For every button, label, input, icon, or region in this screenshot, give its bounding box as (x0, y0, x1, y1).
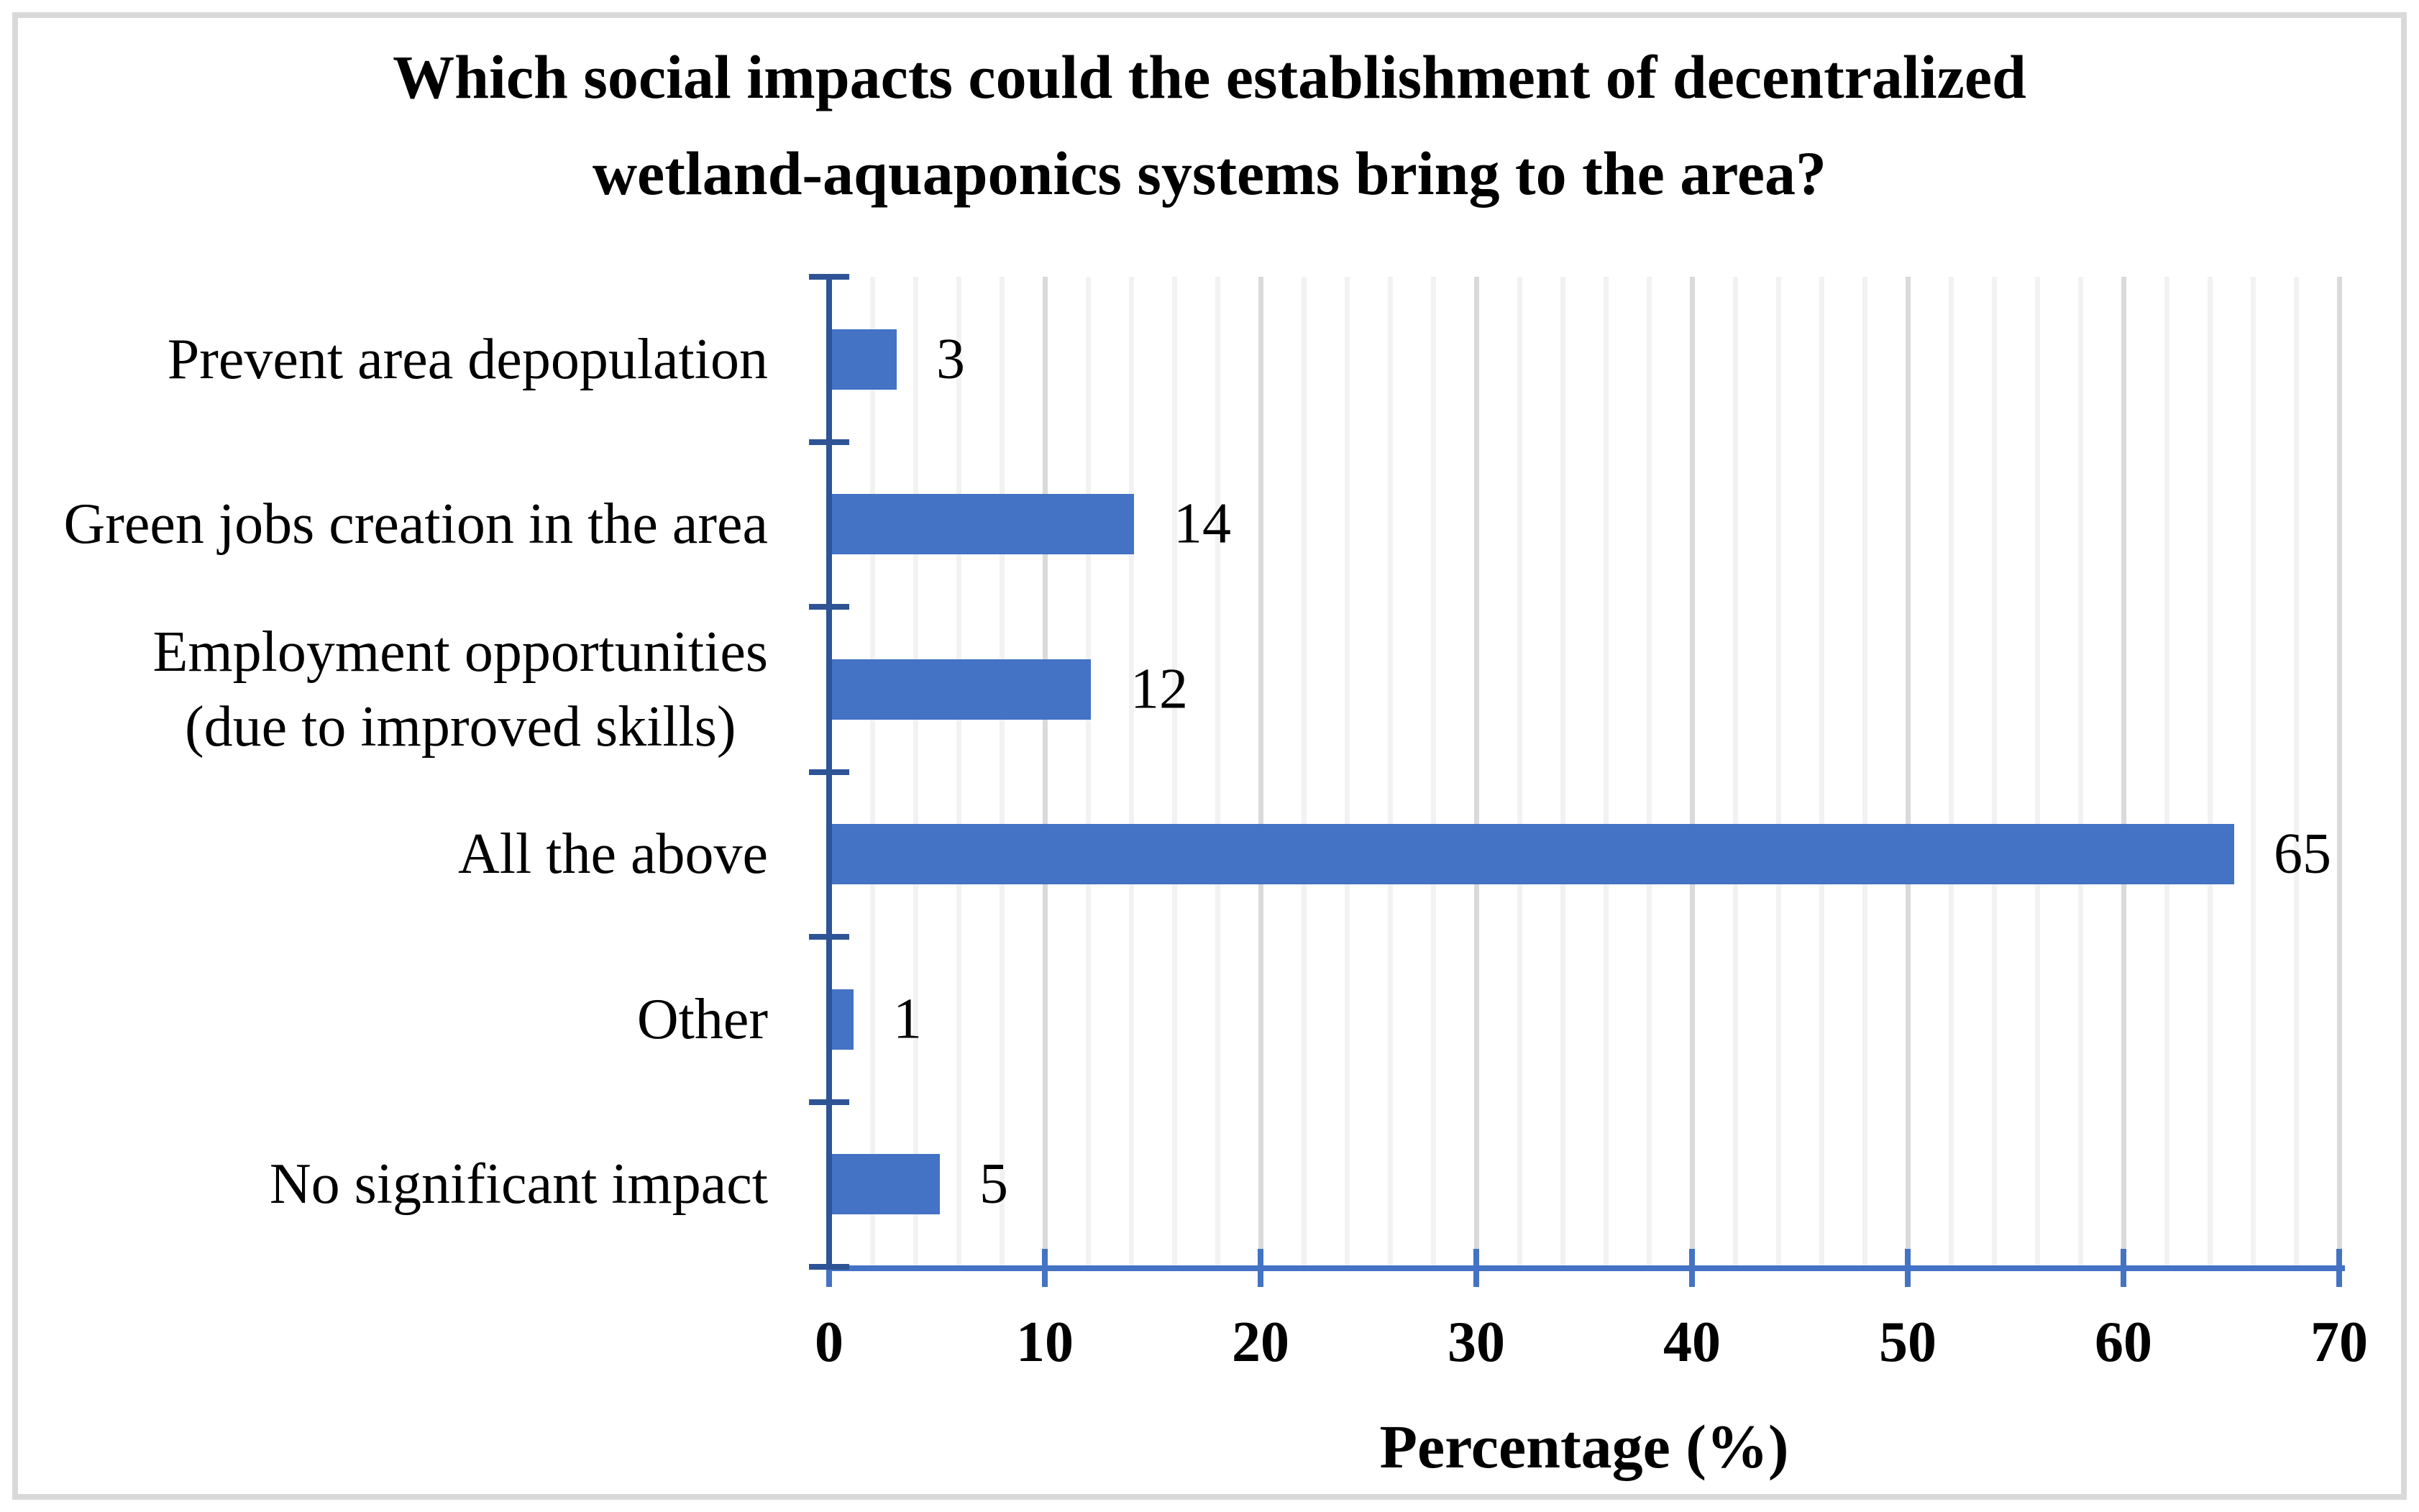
x-tick-label: 70 (2310, 1311, 2368, 1374)
category-label: Green jobs creation in the area (63, 487, 768, 562)
bar-prevent-area-depopulation (832, 329, 897, 390)
y-axis-tick (809, 1099, 849, 1105)
data-label: 65 (2274, 822, 2331, 886)
category-label: Other (637, 982, 768, 1057)
minor-gridline (1949, 277, 1954, 1267)
minor-gridline (1604, 277, 1609, 1267)
minor-gridline (2294, 277, 2299, 1267)
x-axis-title: Percentage (%) (1379, 1412, 1789, 1481)
minor-gridline (1129, 277, 1134, 1267)
x-axis-line (826, 1265, 2345, 1271)
data-label: 5 (979, 1152, 1008, 1216)
y-axis-tick (809, 934, 849, 940)
y-axis-tick (809, 1264, 849, 1270)
minor-gridline (1000, 277, 1005, 1267)
bar-employment-opportunities-due-to-improved-skills- (832, 659, 1091, 720)
minor-gridline (2164, 277, 2169, 1267)
data-label: 1 (893, 987, 922, 1051)
major-gridline (1043, 277, 1048, 1267)
category-label-line: Other (636, 987, 768, 1051)
minor-gridline (2035, 277, 2040, 1267)
data-label: 3 (936, 327, 965, 391)
x-axis-tick (826, 1268, 832, 1287)
category-label-line: Green jobs creation in the area (63, 492, 768, 556)
y-axis-tick (809, 769, 849, 775)
minor-gridline (1086, 277, 1091, 1267)
minor-gridline (1345, 277, 1350, 1267)
category-label-line: Employment opportunities (152, 620, 768, 684)
y-axis-tick (809, 274, 849, 280)
major-gridline (2121, 277, 2126, 1267)
minor-gridline (956, 277, 961, 1267)
minor-gridline (913, 277, 918, 1267)
minor-gridline (1992, 277, 1997, 1267)
category-label: Prevent area depopulation (168, 322, 768, 397)
bar-other (832, 989, 854, 1050)
major-gridline (2337, 277, 2342, 1267)
minor-gridline (1733, 277, 1738, 1267)
category-label: Employment opportunities (due to improved… (153, 615, 768, 764)
data-label: 14 (1174, 492, 1231, 556)
category-label-line: (due to improved skills) (184, 695, 736, 759)
minor-gridline (1517, 277, 1522, 1267)
minor-gridline (2078, 277, 2083, 1267)
minor-gridline (2251, 277, 2256, 1267)
category-label: All the above (458, 817, 768, 892)
minor-gridline (1431, 277, 1436, 1267)
category-label-line: Prevent area depopulation (167, 327, 768, 391)
category-label-line: No significant impact (269, 1153, 768, 1217)
minor-gridline (1819, 277, 1824, 1267)
x-tick-label: 20 (1232, 1311, 1289, 1374)
chart-title-line-1: Which social impacts could the establish… (393, 42, 2026, 111)
x-tick-label: 50 (1879, 1311, 1936, 1374)
minor-gridline (1647, 277, 1652, 1267)
y-axis-tick (809, 604, 849, 610)
x-tick-label: 60 (2095, 1311, 2152, 1374)
minor-gridline (1172, 277, 1177, 1267)
bar-all-the-above (832, 824, 2234, 885)
minor-gridline (1215, 277, 1220, 1267)
minor-gridline (1302, 277, 1307, 1267)
bar-no-significant-impact (832, 1154, 940, 1215)
x-tick-label: 10 (1016, 1311, 1074, 1374)
minor-gridline (1862, 277, 1867, 1267)
chart-title: Which social impacts could the establish… (14, 29, 2405, 221)
minor-gridline (1388, 277, 1393, 1267)
data-label: 12 (1130, 657, 1188, 721)
bar-green-jobs-creation-in-the-area (832, 494, 1134, 555)
major-gridline (1258, 277, 1263, 1267)
minor-gridline (1776, 277, 1781, 1267)
major-gridline (1474, 277, 1479, 1267)
minor-gridline (870, 277, 875, 1267)
x-tick-label: 40 (1663, 1311, 1721, 1374)
y-axis-tick (809, 439, 849, 445)
minor-gridline (1560, 277, 1565, 1267)
major-gridline (1690, 277, 1695, 1267)
chart-title-line-2: wetland-aquaponics systems bring to the … (592, 139, 1827, 208)
x-tick-label: 30 (1448, 1311, 1505, 1374)
category-label-line: All the above (458, 823, 768, 886)
major-gridline (1906, 277, 1911, 1267)
minor-gridline (2208, 277, 2213, 1267)
x-tick-label: 0 (815, 1311, 843, 1374)
category-label: No significant impact (270, 1147, 768, 1222)
